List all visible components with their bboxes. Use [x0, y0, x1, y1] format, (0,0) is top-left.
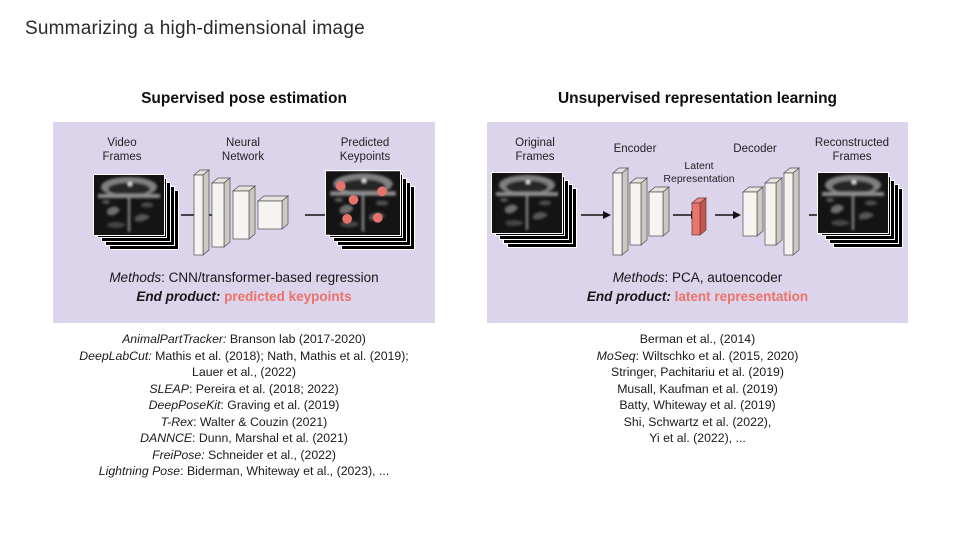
latent-representation-icon [691, 197, 707, 236]
video-frames-image [93, 174, 179, 250]
arrow-right-icon [581, 211, 611, 219]
unsupervised-panel: Original Frames Encoder Latent Represent… [487, 122, 908, 323]
citation-line: T-Rex: Walter & Couzin (2021) [160, 414, 328, 429]
right-panel-heading: Unsupervised representation learning [557, 90, 838, 107]
decoder-icon [742, 167, 800, 256]
brain-image-with-keypoints [325, 170, 401, 236]
left-methods-line: Methods: CNN/transformer-based regressio… [109, 270, 379, 285]
citation-line: Stringer, Pachitariu et al. (2019) [611, 365, 784, 379]
citation-line: MoSeq: Wiltschko et al. (2015, 2020) [596, 348, 799, 363]
right-end-product-value: latent representation [674, 289, 809, 304]
original-frames-image [491, 172, 577, 248]
left-end-product-value: predicted keypoints [224, 289, 352, 304]
video-frames-label: Video Frames [102, 137, 142, 163]
citation-line: Lauer et al., (2022) [192, 365, 296, 379]
citation-line: DANNCE: Dunn, Marshal et al. (2021) [140, 431, 348, 445]
right-citations: Berman et al., (2014) MoSeq: Wiltschko e… [487, 331, 908, 447]
brain-image [491, 172, 563, 234]
citation-line: Batty, Whiteway et al. (2019) [619, 398, 776, 412]
reconstructed-frames-label: Reconstructed Frames [814, 137, 890, 163]
predicted-keypoints-label: Predicted Keypoints [339, 137, 391, 163]
citation-line: Shi, Schwartz et al. (2022), [623, 414, 772, 429]
encoder-icon [612, 167, 670, 256]
left-citations: AnimalPartTracker: Branson lab (2017-202… [53, 331, 435, 480]
citation-line: Yi et al. (2022), ... [649, 431, 746, 445]
citation-line: Berman et al., (2014) [639, 332, 756, 346]
left-panel-heading: Supervised pose estimation [141, 90, 347, 107]
citation-line: Lightning Pose: Biderman, Whiteway et al… [98, 464, 390, 478]
methods-word: Methods [109, 270, 162, 285]
right-end-product-line: End product: latent representation [586, 289, 809, 304]
brain-image [817, 172, 889, 234]
latent-representation-label: Latent Representation [663, 160, 735, 185]
encoder-label: Encoder [613, 143, 657, 155]
decoder-label: Decoder [733, 143, 777, 155]
reconstructed-frames-image [817, 172, 903, 248]
original-frames-label: Original Frames [515, 137, 555, 163]
supervised-panel: Video Frames Neural Network Predicted Ke… [53, 122, 435, 323]
arrow-right-icon [715, 211, 741, 219]
citation-line: FreiPose: Schneider et al., (2022) [152, 447, 336, 462]
predicted-keypoints-image [325, 170, 415, 250]
citation-line: SLEAP: Pereira et al. (2018; 2022) [149, 381, 339, 396]
citation-line: DeepPoseKit: Graving et al. (2019) [148, 398, 340, 412]
methods-word: Methods [612, 270, 665, 285]
citation-line: Musall, Kaufman et al. (2019) [617, 381, 778, 396]
slide-title: Summarizing a high-dimensional image [25, 18, 365, 39]
neural-network-label: Neural Network [221, 137, 265, 163]
left-end-product-line: End product: predicted keypoints [136, 289, 352, 304]
citation-line: DeepLabCut: Mathis et al. (2018); Nath, … [79, 348, 409, 363]
citation-line: AnimalPartTracker: Branson lab (2017-202… [122, 332, 366, 346]
neural-network-icon [193, 169, 289, 256]
brain-image [93, 174, 165, 236]
right-methods-line: Methods: PCA, autoencoder [612, 270, 783, 285]
